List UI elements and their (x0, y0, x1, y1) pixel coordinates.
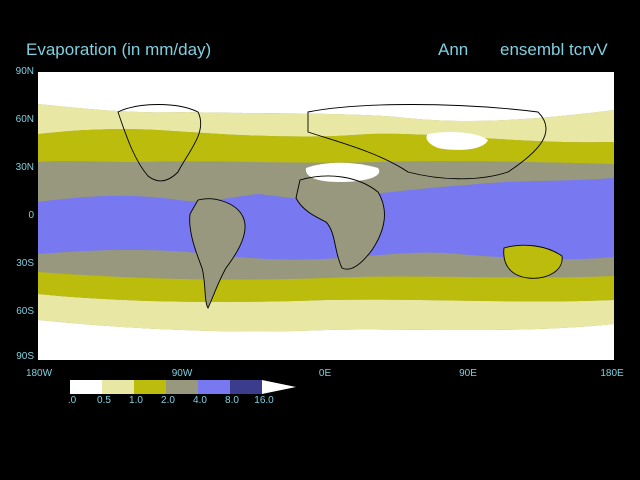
australia-outline (503, 244, 563, 279)
legend-label: 2.0 (161, 395, 175, 406)
legend-label: 4.0 (193, 395, 207, 406)
eurasia-outline (307, 104, 547, 180)
lon-label-180w: 180W (25, 368, 53, 379)
legend-label: 16.0 (254, 395, 274, 406)
lat-label-90s: 90S (16, 351, 34, 362)
south-america-outline (189, 198, 246, 309)
legend-label: 1.0 (129, 395, 143, 406)
lon-label-90w: 90W (171, 368, 193, 379)
legend-swatch (198, 380, 230, 394)
legend-overflow-arrow (262, 380, 296, 394)
lat-label-60n: 60N (15, 114, 34, 125)
sahara-low-zone (305, 162, 380, 182)
australia-zone (503, 245, 563, 279)
central-asia-low-zone (426, 132, 488, 150)
plot-title: Evaporation (in mm/day) (26, 40, 212, 59)
south-subpolar-band (38, 294, 614, 332)
evaporation-map (38, 72, 614, 360)
legend-swatch (70, 380, 102, 394)
antarctic-low-zone (38, 320, 614, 360)
legend-swatch (102, 380, 134, 394)
season-label: Ann (438, 40, 469, 59)
legend-label: 8.0 (225, 395, 239, 406)
lat-label-0: 0 (28, 210, 34, 221)
africa-outline (295, 175, 385, 270)
legend-swatch (166, 380, 198, 394)
legend-label: .0 (67, 395, 77, 406)
lat-label-60s: 60S (16, 306, 34, 317)
lat-label-30n: 30N (15, 162, 34, 173)
lon-label-0e: 0E (318, 368, 332, 379)
africa-zone (296, 176, 385, 270)
north-subpolar-band (38, 104, 614, 143)
lat-label-90n: 90N (15, 66, 34, 77)
run-label: ensembl tcrvV (500, 40, 608, 59)
legend-swatch (134, 380, 166, 394)
south-midlat-band (38, 272, 614, 302)
north-america-outline (117, 104, 202, 182)
lon-label-90e: 90E (459, 368, 477, 379)
coastlines (117, 104, 563, 309)
legend-swatch (230, 380, 262, 394)
lon-label-180e: 180E (600, 368, 624, 379)
lat-label-30s: 30S (16, 258, 34, 269)
arctic-low-zone (38, 72, 614, 122)
legend-label: 0.5 (97, 395, 111, 406)
south-america-zone (189, 198, 246, 308)
legend-colorbar (70, 380, 296, 394)
